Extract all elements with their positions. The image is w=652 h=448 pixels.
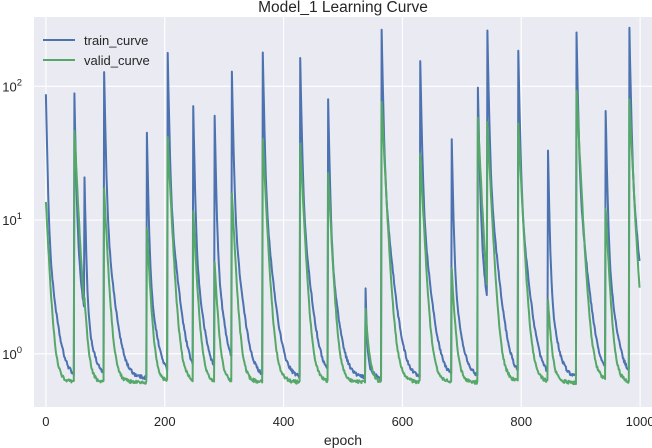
legend: train_curve valid_curve bbox=[43, 33, 150, 68]
x-tick-label: 600 bbox=[392, 414, 414, 429]
x-tick-label: 1000 bbox=[626, 414, 652, 429]
y-tick-label: 102 bbox=[2, 77, 22, 94]
y-tick-label: 100 bbox=[2, 345, 22, 362]
legend-label-valid_curve: valid_curve bbox=[84, 53, 150, 68]
y-tick-label: 101 bbox=[2, 211, 22, 228]
grid-lines bbox=[34, 17, 652, 407]
x-tick-label: 200 bbox=[154, 414, 176, 429]
series-lines bbox=[44, 26, 641, 386]
x-tick-label: 0 bbox=[42, 414, 49, 429]
x-tick-label: 800 bbox=[510, 414, 532, 429]
x-tick-label: 400 bbox=[273, 414, 295, 429]
series-line-valid_curve bbox=[44, 89, 641, 386]
series-line-train_curve bbox=[44, 26, 641, 381]
legend-label-train_curve: train_curve bbox=[84, 33, 148, 48]
tick-labels: 0 200 400 600 800 1000 100 101 102 bbox=[2, 77, 652, 429]
x-axis-title: epoch bbox=[324, 432, 362, 448]
chart-title: Model_1 Learning Curve bbox=[258, 0, 428, 16]
